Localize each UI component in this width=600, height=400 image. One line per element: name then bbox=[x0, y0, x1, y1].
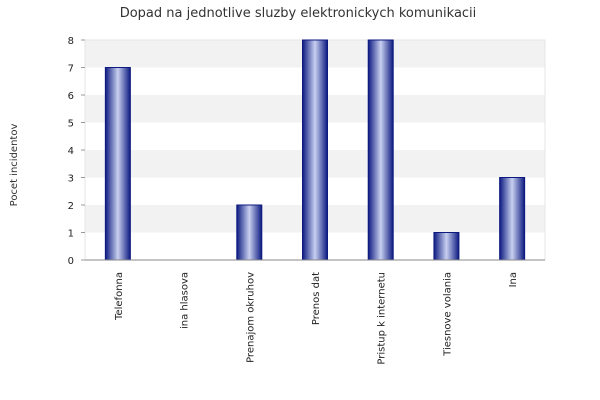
y-tick-label: 7 bbox=[68, 64, 74, 75]
x-tick-label: Pristup k internetu bbox=[377, 272, 388, 365]
x-tick-label: Prenajom okruhov bbox=[245, 272, 256, 363]
bar bbox=[367, 39, 394, 261]
y-tick-label: 3 bbox=[68, 174, 74, 185]
chart-title: Dopad na jednotlive sluzby elektronickyc… bbox=[120, 6, 477, 21]
bars bbox=[104, 39, 526, 261]
y-tick-label: 6 bbox=[68, 91, 74, 102]
y-tick-labels: 0 1 2 3 4 5 6 7 8 bbox=[68, 36, 85, 267]
x-tick-label: Ina bbox=[508, 272, 519, 287]
bar bbox=[104, 67, 131, 261]
x-tick-labels: Telefonna ina hlasova Prenajom okruhov Pren… bbox=[114, 272, 519, 365]
y-axis-label: Pocet incidentov bbox=[9, 124, 20, 207]
y-tick-label: 4 bbox=[68, 146, 74, 157]
bar bbox=[499, 177, 526, 261]
x-tick-label: Prenos dat bbox=[311, 272, 322, 325]
x-tick-label: Telefonna bbox=[114, 272, 125, 321]
y-tick-label: 5 bbox=[68, 119, 74, 130]
x-tick-label: ina hlasova bbox=[180, 272, 191, 329]
y-tick-label: 8 bbox=[68, 36, 74, 47]
x-tick-label: Tiesnove volania bbox=[442, 272, 453, 357]
bar bbox=[433, 232, 460, 261]
y-tick-label: 0 bbox=[68, 256, 74, 267]
bar bbox=[236, 204, 263, 261]
bar bbox=[302, 39, 328, 261]
y-tick-label: 2 bbox=[68, 201, 74, 212]
y-tick-label: 1 bbox=[68, 229, 74, 240]
